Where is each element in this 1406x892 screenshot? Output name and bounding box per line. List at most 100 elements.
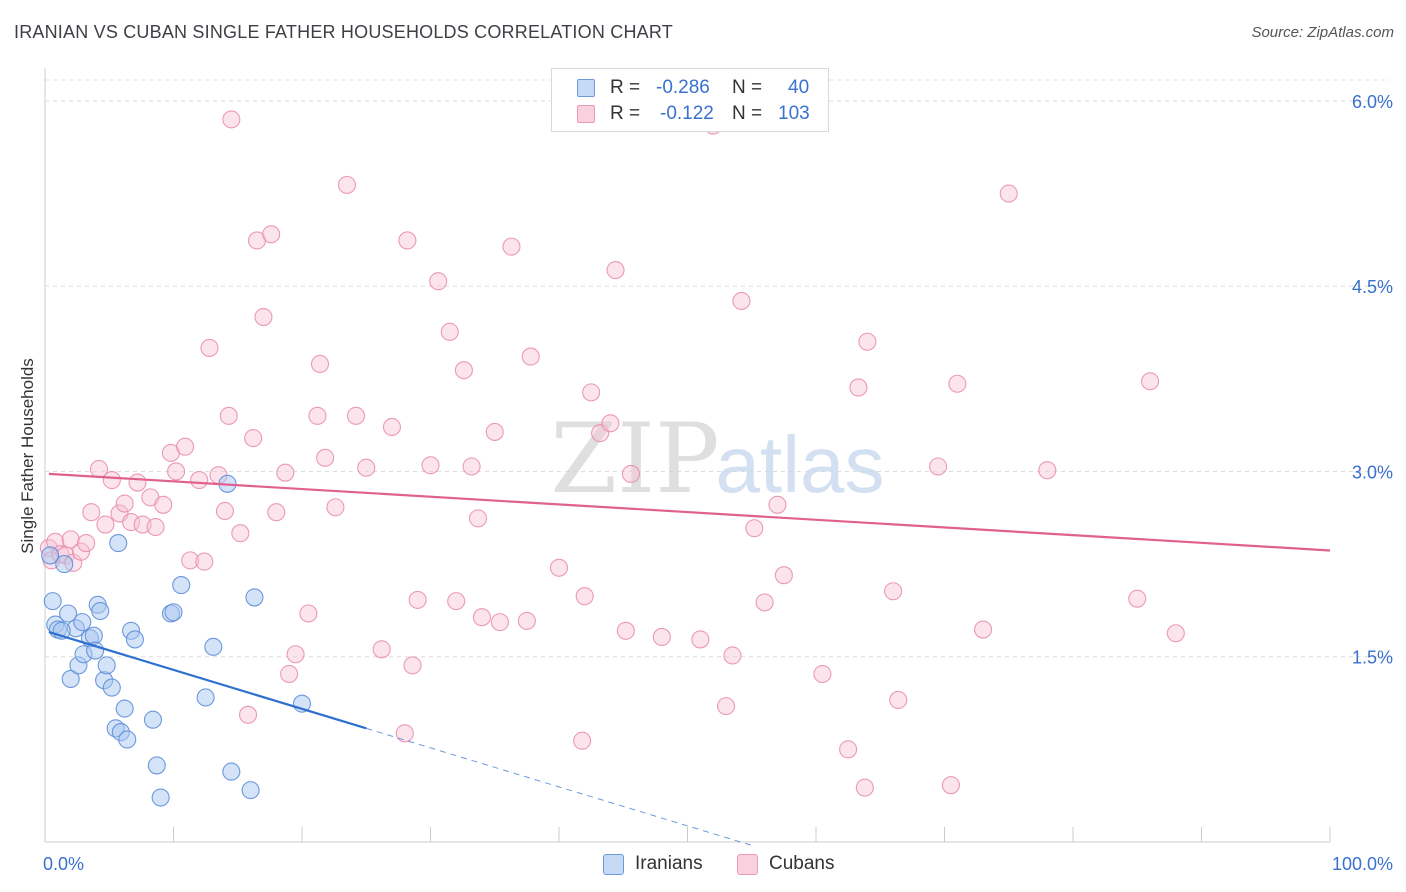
cubans-point — [61, 530, 80, 549]
cubans-point — [77, 534, 96, 553]
cubans-point — [485, 422, 504, 441]
cubans-point — [299, 604, 318, 623]
cubans-point — [231, 524, 250, 543]
iranians-point — [55, 555, 74, 574]
y-tick-label: 4.5% — [1352, 277, 1393, 297]
iranians-point — [143, 710, 162, 729]
cubans-point — [652, 627, 671, 647]
cubans-point — [421, 456, 440, 475]
gridlines — [45, 79, 1390, 658]
cubans-point — [929, 457, 948, 476]
iranians-legend-swatch — [603, 854, 624, 875]
source-note: Source: ZipAtlas.com — [1251, 24, 1394, 41]
legend-row-iranians: R = -0.286 N = 40 — [552, 75, 828, 101]
cubans-point — [440, 322, 459, 341]
trend-lines — [48, 472, 1331, 846]
iranians-point — [61, 669, 80, 689]
cubans-point — [181, 551, 200, 570]
cubans-point — [244, 429, 263, 448]
cubans-point — [941, 776, 960, 795]
iranians-swatch — [577, 79, 595, 97]
cubans-point — [948, 374, 967, 393]
cubans-point — [839, 740, 858, 759]
cubans-point — [468, 509, 488, 528]
iranians-point — [109, 534, 128, 553]
cubans-point — [96, 515, 115, 534]
iranians-point — [115, 699, 134, 718]
cubans-point — [813, 664, 832, 684]
cubans-point — [573, 731, 592, 750]
cubans-point — [308, 406, 327, 425]
cubans-point — [691, 630, 710, 649]
cubans-point — [606, 261, 625, 280]
iranians-point — [172, 576, 191, 595]
cubans-point — [502, 237, 521, 256]
iranians-trend-line — [48, 630, 367, 730]
cubans-point — [1128, 589, 1147, 608]
chart-title: IRANIAN VS CUBAN SINGLE FATHER HOUSEHOLD… — [14, 22, 673, 42]
y-tick-label: 6.0% — [1352, 92, 1393, 112]
cubans-point — [267, 503, 286, 522]
cubans-trend-line — [48, 472, 1331, 552]
iranians-point — [118, 730, 137, 749]
cubans-point — [200, 338, 219, 357]
cubans-point — [310, 354, 330, 374]
iranians-point — [151, 788, 170, 807]
legend-row-cubans: R = -0.122 N = 103 — [552, 101, 828, 127]
axes — [44, 68, 1331, 843]
cubans-point — [973, 620, 993, 639]
cubans-point — [755, 593, 774, 612]
cubans-point — [238, 705, 258, 724]
iranians-point — [97, 656, 116, 675]
cubans-point — [122, 513, 141, 532]
cubans-point — [262, 225, 281, 244]
cubans-point — [316, 448, 335, 467]
legend-r-value-cubans: -0.122 — [660, 103, 714, 124]
iranians-point — [59, 604, 78, 623]
cubans-point — [128, 473, 147, 492]
cubans-point — [357, 458, 376, 477]
cubans-point — [999, 184, 1018, 203]
cubans-point — [521, 347, 540, 366]
cubans-point — [889, 690, 908, 710]
legend-r-value-iranians: -0.286 — [656, 77, 710, 98]
cubans-point — [1038, 461, 1057, 480]
cubans-point — [176, 437, 195, 456]
cubans-point — [849, 378, 868, 397]
cubans-point — [462, 457, 481, 476]
iranians-point — [41, 546, 60, 565]
cubans-point — [549, 558, 569, 577]
cubans-point — [517, 611, 536, 630]
iranians-point — [222, 762, 241, 781]
cubans-point — [219, 406, 238, 425]
iranians-point — [91, 601, 110, 621]
cubans-point — [472, 608, 491, 627]
cubans-legend-label: Cubans — [769, 853, 835, 874]
cubans-point — [774, 566, 793, 585]
cubans-point — [372, 640, 391, 659]
iranians-trend-extension — [366, 727, 752, 846]
x-tick-label-min: 0.0% — [43, 854, 84, 874]
cubans-point — [326, 498, 345, 517]
cubans-point — [222, 110, 241, 129]
watermark-atlas: atlas — [716, 420, 885, 509]
cubans-point — [82, 503, 101, 522]
cubans-point — [858, 332, 877, 351]
cubans-point — [884, 582, 903, 601]
cubans-legend-swatch — [737, 854, 758, 875]
cubans-point — [115, 494, 134, 513]
cubans-point — [855, 778, 874, 797]
iranians-point — [196, 688, 215, 707]
iranians-points — [41, 474, 312, 807]
cubans-point — [71, 542, 91, 561]
cubans-point — [745, 519, 764, 538]
cubans-point — [490, 613, 509, 632]
cubans-point — [346, 406, 366, 425]
x-tick-label-max: 100.0% — [1332, 854, 1393, 874]
cubans-point — [146, 517, 165, 537]
cubans-point — [382, 417, 402, 437]
cubans-point — [395, 724, 414, 743]
legend-n-value-iranians: 40 — [788, 77, 810, 98]
cubans-point — [254, 307, 273, 327]
